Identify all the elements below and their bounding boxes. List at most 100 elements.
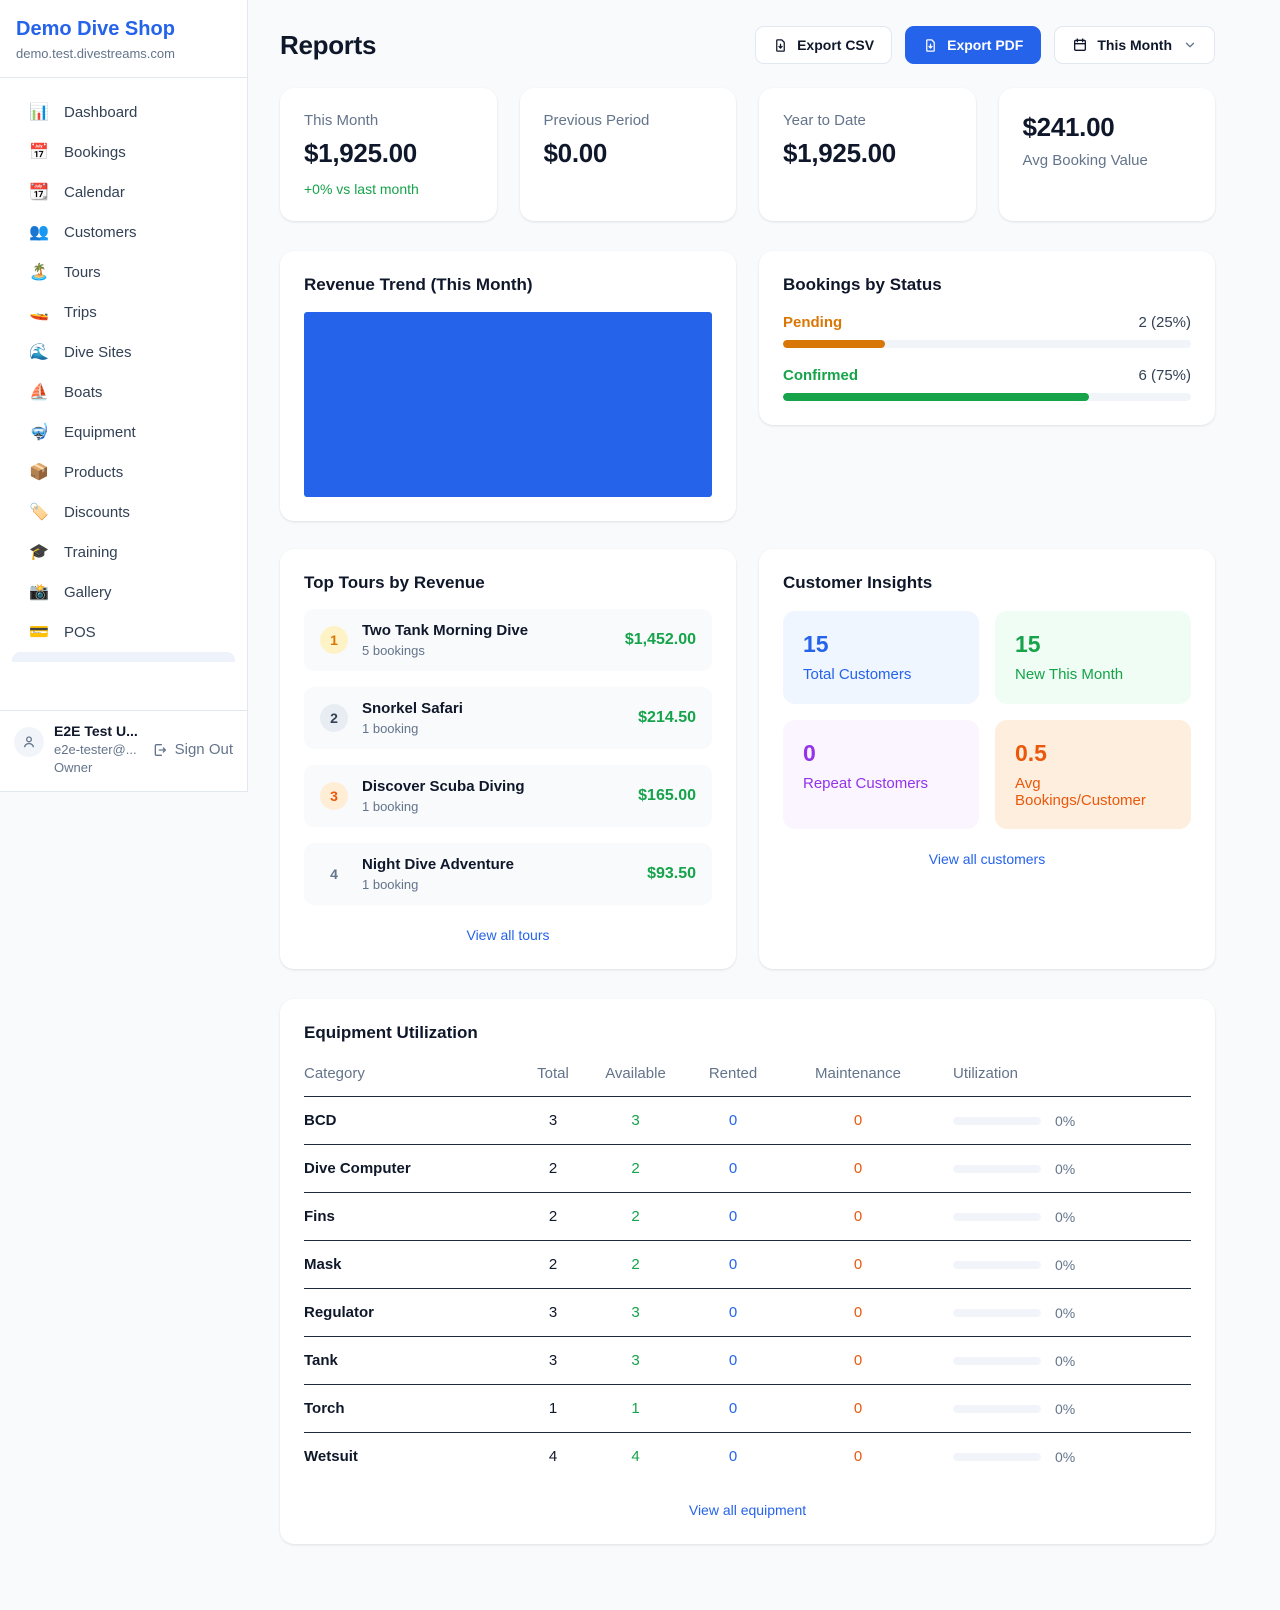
bookings-by-status-card: Bookings by Status Pending 2 (25%) Confi… [759,251,1215,425]
utilization-bar [953,1356,1041,1365]
equipment-rented: 0 [728,1208,738,1225]
stat-value: $1,925.00 [783,138,896,168]
equipment-total: 2 [548,1160,558,1177]
equipment-category: BCD [304,1112,337,1129]
sidebar-item-partial-highlight [12,652,235,662]
sidebar-item-pos[interactable]: 💳 POS [12,612,235,652]
status-bar-track [783,340,1191,348]
stat-value: $0.00 [543,138,608,168]
table-row: Dive Computer 2 2 0 0 0% [304,1145,1191,1193]
stat-trend-note: +0% vs last month [304,181,419,197]
table-row: Mask 2 2 0 0 0% [304,1241,1191,1289]
rank-badge: 3 [320,782,348,810]
boats-icon: ⛵ [29,384,49,401]
equipment-available: 4 [631,1448,640,1465]
top-tours-title: Top Tours by Revenue [304,573,485,592]
tile-repeat-customers: 0 Repeat Customers [783,720,979,829]
tour-bookings: 5 bookings [362,643,425,658]
insight-tiles: 15 Total Customers 15 New This Month 0 R… [783,611,1191,829]
rank-badge: 4 [330,866,338,882]
equipment-icon: 🤿 [29,424,49,441]
sidebar-item-products[interactable]: 📦 Products [12,452,235,492]
stat-card-this-month: This Month $1,925.00 +0% vs last month [280,88,497,221]
tile-label: Total Customers [803,666,912,683]
calendar-icon: 📆 [29,184,49,201]
view-all-tours-link[interactable]: View all tours [466,927,550,943]
equipment-utilization-cell: 0% [933,1209,1191,1225]
tile-avg-bookings-customer: 0.5 Avg Bookings/Customer [995,720,1191,829]
sidebar-item-dashboard[interactable]: 📊 Dashboard [12,92,235,132]
sidebar-item-bookings[interactable]: 📅 Bookings [12,132,235,172]
equipment-rented: 0 [728,1160,738,1177]
sidebar-item-dive-sites[interactable]: 🌊 Dive Sites [12,332,235,372]
sidebar-item-equipment[interactable]: 🤿 Equipment [12,412,235,452]
pos-icon: 💳 [29,624,49,641]
status-bar-fill [783,393,1089,401]
sidebar-item-label: Tours [64,263,101,281]
equipment-category: Regulator [304,1304,375,1321]
customer-insights-card: Customer Insights 15 Total Customers 15 … [759,549,1215,969]
equipment-available: 2 [631,1160,640,1177]
sidebar-item-calendar[interactable]: 📆 Calendar [12,172,235,212]
period-dropdown[interactable]: This Month [1054,26,1215,64]
export-csv-button[interactable]: Export CSV [755,26,893,64]
stat-label: Year to Date [783,112,866,129]
equipment-available: 3 [631,1112,640,1129]
equipment-category: Fins [304,1208,335,1225]
equipment-available: 1 [631,1400,640,1417]
stat-label: This Month [304,112,379,129]
sidebar-item-label: Trips [64,303,97,321]
sidebar-item-label: Dive Sites [64,343,132,361]
column-header-total: Total [537,1065,569,1082]
utilization-percent: 0% [1055,1160,1076,1177]
sidebar-item-gallery[interactable]: 📸 Gallery [12,572,235,612]
tour-name: Night Dive Adventure [362,856,514,873]
view-all-equipment-link[interactable]: View all equipment [688,1502,807,1518]
export-pdf-button[interactable]: Export PDF [905,26,1042,64]
file-download-icon [926,38,935,52]
customer-insights-title: Customer Insights [783,573,933,592]
tour-row: 1 Two Tank Morning Dive 5 bookings $1,45… [304,609,712,671]
equipment-category: Torch [304,1400,345,1417]
period-label: This Month [1097,37,1172,53]
sidebar-item-boats[interactable]: ⛵ Boats [12,372,235,412]
rank-badge: 2 [320,704,348,732]
equipment-utilization-cell: 0% [933,1401,1191,1417]
utilization-percent: 0% [1055,1400,1076,1417]
tours-icon: 🏝️ [29,264,49,281]
stat-cards: This Month $1,925.00 +0% vs last month P… [280,88,1215,221]
equipment-utilization-cell: 0% [933,1257,1191,1273]
view-all-customers-link[interactable]: View all customers [928,851,1046,867]
sidebar-item-tours[interactable]: 🏝️ Tours [12,252,235,292]
equipment-rented: 0 [728,1112,738,1129]
sidebar-item-customers[interactable]: 👥 Customers [12,212,235,252]
shop-domain: demo.test.divestreams.com [16,46,175,61]
tile-label: New This Month [1015,666,1124,683]
utilization-percent: 0% [1055,1448,1076,1465]
status-bar-fill [783,340,885,348]
status-bar-track [783,393,1191,401]
stat-card-previous-period: Previous Period $0.00 [519,88,736,221]
equipment-maintenance: 0 [853,1160,863,1177]
sidebar-item-label: Discounts [64,503,130,521]
sidebar-item-label: Products [64,463,124,481]
page-header: Reports Export CSV Export PDF [280,26,1215,64]
bookings-by-status-title: Bookings by Status [783,275,942,294]
user-role: Owner [54,760,93,775]
sidebar-item-discounts[interactable]: 🏷️ Discounts [12,492,235,532]
stat-value: $1,925.00 [304,138,417,168]
tour-bookings: 1 booking [362,799,419,814]
user-panel: E2E Test U... e2e-tester@... Owner Sign … [0,710,247,791]
equipment-category: Dive Computer [304,1160,411,1177]
header-actions: Export CSV Export PDF This Month [755,26,1215,64]
sidebar-item-label: Equipment [64,423,136,441]
sidebar-item-trips[interactable]: 🚤 Trips [12,292,235,332]
user-name: E2E Test U... [54,723,138,739]
sidebar-item-label: Boats [64,383,103,401]
sign-out-label: Sign Out [174,741,233,758]
tile-label: Avg Bookings/Customer [1015,775,1146,809]
column-header-maintenance: Maintenance [815,1065,901,1082]
sidebar-item-training[interactable]: 🎓 Training [12,532,235,572]
tile-total-customers: 15 Total Customers [783,611,979,704]
sign-out-button[interactable]: Sign Out [152,741,233,758]
